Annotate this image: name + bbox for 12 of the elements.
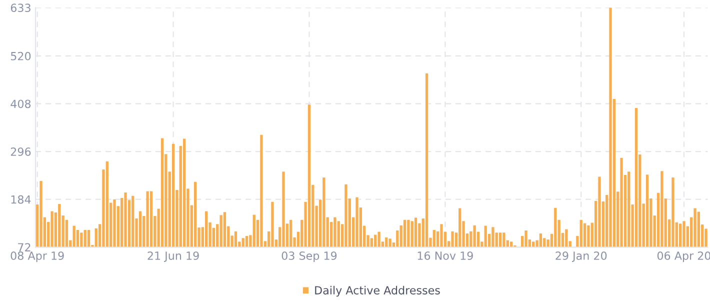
x-tick-label: 16 Nov 19	[418, 252, 473, 260]
legend-label: Daily Active Addresses	[315, 286, 440, 297]
y-tick-label: 633	[10, 4, 30, 12]
y-tick-label: 184	[11, 195, 31, 204]
y-tick-label: 296	[10, 147, 31, 156]
x-tick-label: 03 Sep 19	[282, 252, 337, 262]
y-tick-label: 72	[18, 243, 30, 252]
y-tick-label: 520	[10, 52, 31, 60]
x-tick-label: 21 Jun 19	[148, 252, 199, 262]
x-tick-label: 29 Jan 20	[556, 252, 607, 262]
y-tick-label: 408	[10, 100, 31, 108]
x-tick-label: 08 Apr 19	[10, 252, 64, 262]
